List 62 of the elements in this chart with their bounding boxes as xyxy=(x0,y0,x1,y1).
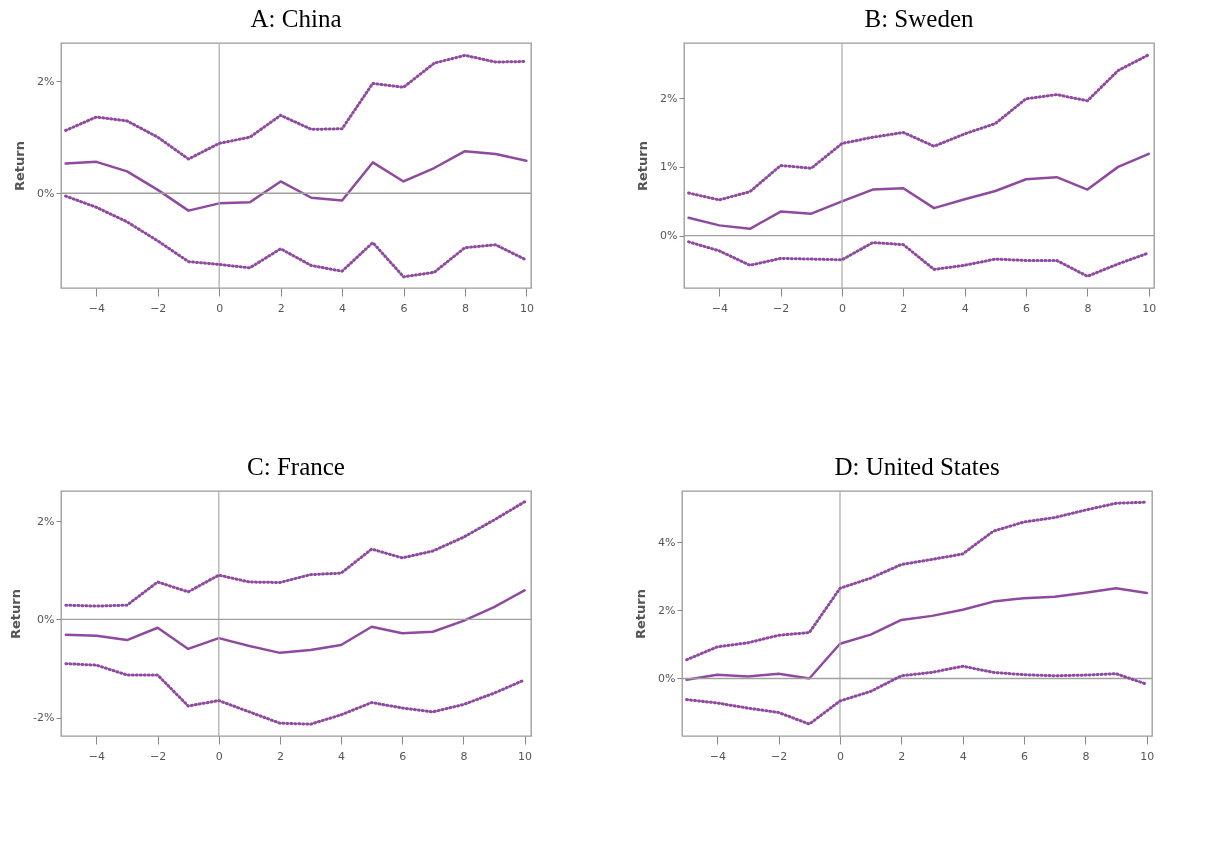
chart-title: C: France xyxy=(247,453,345,481)
x-tick-label: 10 xyxy=(519,301,534,315)
y-tick-label: 0% xyxy=(37,612,55,626)
y-tick-label: -2% xyxy=(33,711,55,725)
y-tick-label: 4% xyxy=(658,535,676,549)
x-tick-label: 10 xyxy=(518,749,533,763)
x-tick-label: −2 xyxy=(771,749,788,763)
x-tick-label: 4 xyxy=(338,749,346,763)
line-series xyxy=(64,149,528,212)
x-tick-label: 2 xyxy=(276,749,284,763)
x-tick-label: −2 xyxy=(773,301,790,315)
x-tick-label: −2 xyxy=(150,749,167,763)
y-tick-label: 0% xyxy=(658,671,676,685)
x-tick-label: −4 xyxy=(711,301,728,315)
x-tick-label: 0 xyxy=(839,301,846,315)
line-series xyxy=(685,500,1149,662)
line-series xyxy=(687,53,1151,202)
line-series xyxy=(687,152,1151,231)
x-tick-label: 0 xyxy=(837,749,844,763)
x-tick-label: 4 xyxy=(961,301,969,315)
line-series xyxy=(687,240,1151,278)
y-tick-label: 2% xyxy=(658,603,676,617)
line-series xyxy=(64,53,528,161)
y-tick-label: 0% xyxy=(37,186,55,200)
y-tick-label: 2% xyxy=(37,514,55,528)
x-tick-label: 8 xyxy=(1084,301,1092,315)
x-tick-label: 4 xyxy=(339,301,347,315)
x-tick-label: 0 xyxy=(216,301,224,315)
line-series xyxy=(64,500,527,608)
chart-title: D: United States xyxy=(834,453,1000,481)
x-tick-label: 4 xyxy=(959,749,967,763)
x-tick-label: 8 xyxy=(461,301,469,315)
x-tick-label: 6 xyxy=(399,749,407,763)
y-tick-label: 2% xyxy=(660,91,678,105)
x-tick-label: −2 xyxy=(150,301,167,315)
x-tick-label: 10 xyxy=(1140,749,1155,763)
y-tick-label: 0% xyxy=(660,229,678,243)
y-tick-label: 1% xyxy=(660,160,678,174)
x-tick-label: 6 xyxy=(1021,749,1029,763)
chart-title: A: China xyxy=(250,5,342,33)
x-tick-label: 6 xyxy=(1023,301,1031,315)
line-series xyxy=(685,664,1149,726)
y-axis-title: Return xyxy=(12,141,28,191)
x-tick-label: 6 xyxy=(400,301,408,315)
x-tick-label: 2 xyxy=(898,749,906,763)
y-axis-title: Return xyxy=(8,589,24,639)
y-axis-title: Return xyxy=(633,589,649,639)
y-axis-title: Return xyxy=(635,141,651,191)
x-tick-label: 2 xyxy=(277,301,285,315)
line-series xyxy=(685,587,1149,682)
x-tick-label: 2 xyxy=(900,301,908,315)
line-series xyxy=(64,194,528,279)
y-tick-label: 2% xyxy=(37,74,55,88)
x-tick-label: 8 xyxy=(1082,749,1090,763)
line-series xyxy=(64,589,526,655)
chart-title: B: Sweden xyxy=(864,5,975,33)
x-tick-label: −4 xyxy=(88,301,105,315)
x-tick-label: −4 xyxy=(88,749,106,763)
x-tick-label: 8 xyxy=(460,749,468,763)
x-tick-label: 10 xyxy=(1142,301,1157,315)
x-tick-label: −4 xyxy=(709,749,726,763)
x-tick-label: 0 xyxy=(215,749,223,763)
